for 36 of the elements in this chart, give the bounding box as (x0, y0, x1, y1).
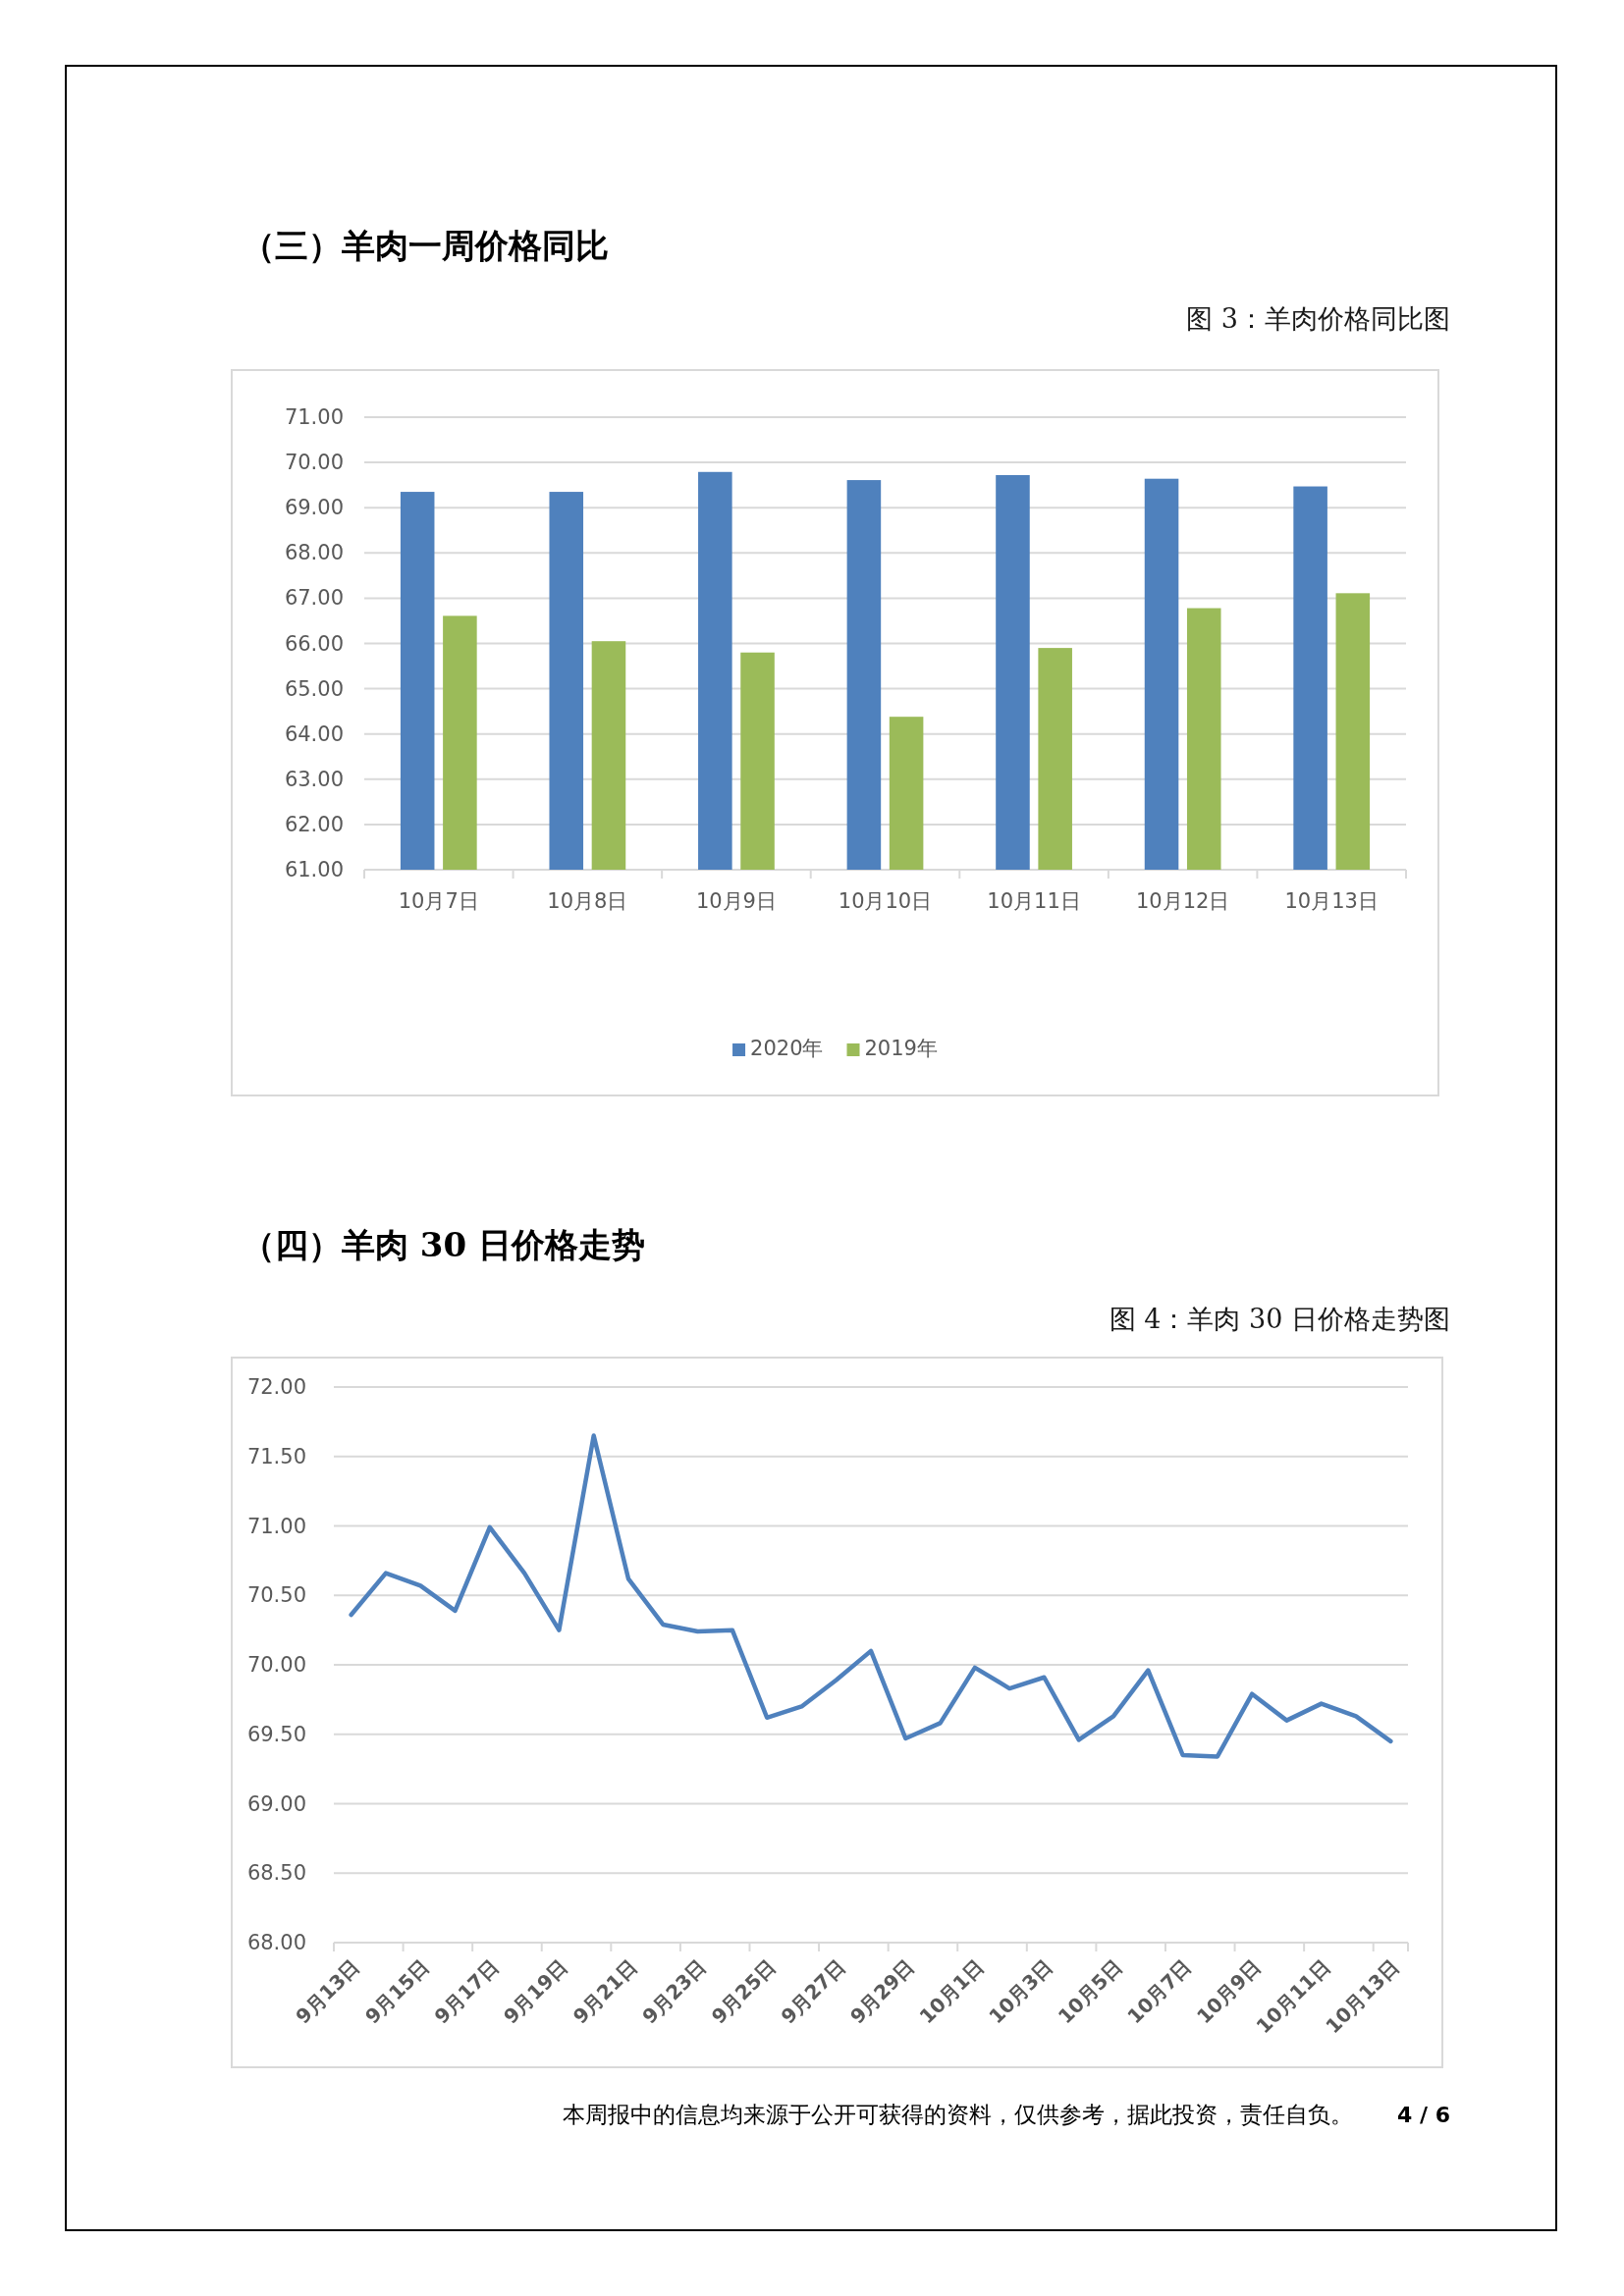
y-tick-label: 67.00 (284, 586, 344, 611)
y-tick-label: 68.50 (246, 1861, 306, 1886)
y-tick-label: 71.00 (246, 1514, 306, 1538)
y-tick-label: 72.00 (246, 1375, 306, 1399)
chart-subtitle: 图 3：羊肉价格同比图 (1186, 303, 1450, 334)
y-tick-label: 69.50 (246, 1722, 306, 1746)
y-tick-label: 65.00 (284, 676, 344, 701)
y-tick-label: 62.00 (284, 812, 344, 836)
chart-title: （三）羊肉一周价格同比 (242, 226, 609, 265)
y-tick-label: 71.50 (246, 1444, 306, 1468)
y-tick-label: 70.00 (246, 1653, 306, 1677)
y-tick-label: 70.50 (246, 1583, 306, 1608)
x-tick-label: 10月9日 (695, 889, 777, 913)
y-tick-label: 61.00 (284, 858, 344, 881)
x-tick-label: 10月11日 (987, 889, 1081, 913)
y-tick-label: 68.00 (246, 1931, 306, 1954)
text: 4 / 6 (1397, 2103, 1450, 2127)
x-tick-label: 10月12日 (1135, 889, 1230, 913)
x-tick-label: 10月7日 (398, 889, 479, 913)
y-tick-label: 64.00 (284, 721, 344, 746)
y-tick-label: 63.00 (284, 767, 344, 791)
x-tick-label: 10月10日 (838, 889, 933, 913)
legend-label: 2019年 (864, 1037, 938, 1060)
text: 本周报中的信息均来源于公开可获得的资料，仅供参考，据此投资，责任自负。 (563, 2102, 1354, 2127)
x-tick-label: 10月8日 (547, 889, 628, 913)
y-tick-label: 69.00 (284, 496, 344, 520)
y-tick-label: 70.00 (284, 451, 344, 475)
legend-label: 2020年 (750, 1037, 824, 1060)
y-tick-label: 68.00 (284, 541, 344, 565)
line-series (349, 1433, 1393, 1759)
y-tick-label: 69.00 (246, 1791, 306, 1816)
chart-subtitle: 图 4：羊肉 30 日价格走势图 (1109, 1304, 1450, 1334)
chart-title: （四）羊肉 30 日价格走势 (242, 1225, 645, 1264)
x-tick-label: 10月13日 (1284, 889, 1379, 913)
y-tick-label: 71.00 (284, 405, 344, 429)
y-tick-label: 66.00 (284, 631, 344, 656)
